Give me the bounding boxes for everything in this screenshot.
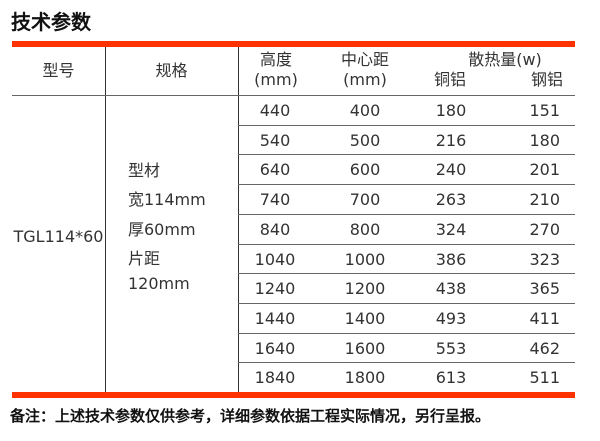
spec-line: 120mm [128, 274, 190, 293]
row-divider [238, 273, 575, 274]
spec-line: 片距 [128, 249, 161, 268]
table-cell: 1040 [254, 250, 296, 269]
top-red-bar [12, 41, 575, 47]
table-cell: 411 [529, 309, 560, 328]
page-title: 技术参数 [11, 10, 91, 34]
table-cell: 440 [259, 101, 291, 120]
table-cell: 270 [529, 220, 560, 239]
header-heat: 散热量(w) [468, 50, 542, 69]
table-cell: 1640 [254, 339, 296, 358]
table-cell: 151 [529, 101, 560, 120]
table-cell: 386 [435, 250, 467, 269]
table-cell: 1400 [344, 309, 386, 328]
table-cell: 240 [435, 160, 467, 179]
column-divider [105, 47, 106, 392]
table-cell: 740 [259, 190, 291, 209]
table-cell: 600 [349, 160, 381, 179]
header-copper: 铜铝 [433, 70, 466, 89]
table-cell: 324 [435, 220, 467, 239]
table-cell: 640 [259, 160, 291, 179]
row-divider [238, 154, 575, 155]
table-cell: 323 [529, 250, 560, 269]
spec-line: 厚60mm [128, 220, 196, 239]
table-cell: 400 [349, 101, 381, 120]
footnote: 备注：上述技术参数仅供参考，详细参数依据工程实际情况，另行呈报。 [10, 407, 491, 425]
header-center-unit: (mm) [343, 70, 387, 89]
header-center: 中心距 (mm) [325, 50, 405, 90]
header-divider [12, 95, 575, 96]
table-cell: 462 [529, 339, 560, 358]
model-value: TGL114*60 [13, 227, 104, 246]
table-cell: 1800 [344, 368, 386, 387]
table-cell: 1240 [254, 279, 296, 298]
row-divider [238, 184, 575, 185]
row-divider [238, 125, 575, 126]
header-center-label: 中心距 [340, 50, 389, 69]
table-cell: 1440 [254, 309, 296, 328]
table-cell: 201 [529, 160, 560, 179]
table-cell: 493 [435, 309, 467, 328]
row-divider [238, 333, 575, 334]
table-cell: 553 [435, 339, 467, 358]
header-model: 型号 [42, 61, 75, 80]
table-cell: 1840 [254, 368, 296, 387]
table-cell: 540 [259, 131, 291, 150]
header-height-label: 高度 [259, 50, 292, 69]
table-cell: 840 [259, 220, 291, 239]
table-cell: 180 [529, 131, 560, 150]
column-divider [238, 47, 239, 392]
row-divider [238, 244, 575, 245]
table-cell: 438 [435, 279, 467, 298]
spec-line: 型材 [128, 161, 161, 180]
table-cell: 263 [435, 190, 467, 209]
header-height-unit: (mm) [254, 70, 298, 89]
bottom-red-bar [12, 392, 575, 398]
header-spec: 规格 [155, 61, 188, 80]
table-cell: 500 [349, 131, 381, 150]
table-cell: 180 [435, 101, 467, 120]
table-cell: 800 [349, 220, 381, 239]
table-cell: 1600 [344, 339, 386, 358]
row-divider [238, 362, 575, 363]
table-cell: 1200 [344, 279, 386, 298]
table-cell: 613 [435, 368, 467, 387]
row-divider [238, 303, 575, 304]
header-steel: 钢铝 [530, 70, 563, 89]
table-cell: 1000 [344, 250, 386, 269]
table-cell: 700 [349, 190, 381, 209]
header-height: 高度 (mm) [238, 50, 314, 90]
row-divider [238, 214, 575, 215]
table-cell: 511 [529, 368, 560, 387]
spec-line: 宽114mm [128, 190, 206, 209]
table-cell: 210 [529, 190, 560, 209]
table-cell: 365 [529, 279, 560, 298]
table-cell: 216 [435, 131, 467, 150]
